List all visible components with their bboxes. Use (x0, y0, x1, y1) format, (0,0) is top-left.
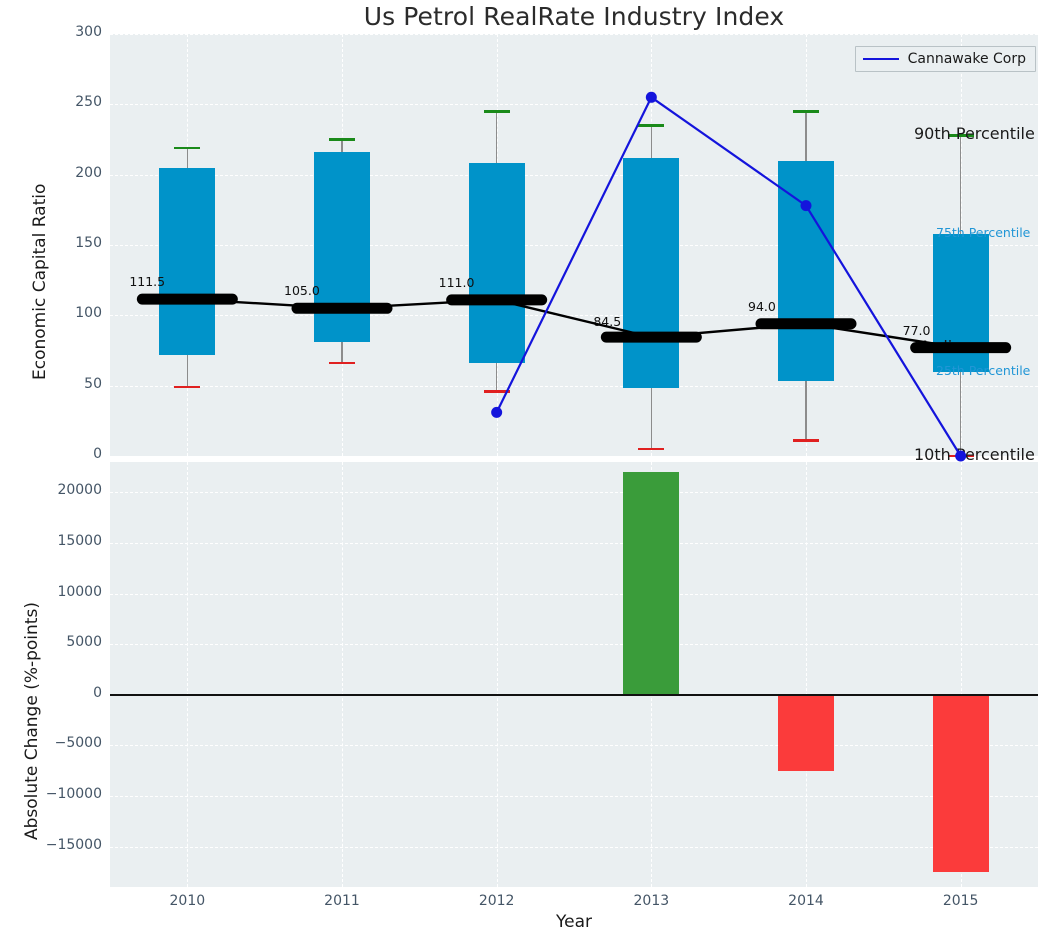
y-axis-label-top: Economic Capital Ratio (30, 183, 50, 380)
median-value-label: 94.0 (748, 298, 776, 314)
gridline (187, 462, 189, 887)
y-tick-label: 150 (75, 235, 102, 251)
bar-2015 (932, 694, 989, 872)
median-value-label: 111.0 (438, 274, 475, 290)
y-tick-label: −15000 (45, 836, 102, 853)
p10-cap (483, 389, 510, 393)
iqr-box (159, 167, 216, 355)
y-tick-label: −5000 (54, 735, 102, 752)
gridline (342, 462, 343, 887)
iqr-box (314, 152, 370, 343)
legend-label-cannawake: Cannawake Corp (907, 51, 1026, 67)
p90-cap (638, 124, 665, 127)
y-tick-label: 5000 (66, 634, 102, 651)
median-value-label: 111.5 (129, 274, 166, 290)
annotation-median: Median (914, 336, 973, 356)
gridline (110, 644, 1038, 646)
gridline (110, 492, 1038, 494)
gridline (110, 174, 1038, 176)
gridline (110, 542, 1038, 544)
gridline (110, 385, 1038, 387)
gridline (110, 104, 1038, 106)
gridline (110, 456, 1038, 457)
iqr-box (468, 163, 525, 364)
p90-cap (793, 110, 819, 113)
median-value-label: 84.5 (593, 314, 622, 330)
bar-2013 (623, 472, 680, 695)
gridline (110, 34, 1038, 35)
iqr-box (778, 160, 834, 382)
gridline (110, 745, 1038, 747)
annotation-75th-percentile: 75th Percentile (936, 224, 1031, 240)
y-tick-label: 50 (84, 375, 102, 392)
y-tick-label: 200 (75, 164, 102, 181)
p10-cap (329, 361, 355, 365)
gridline (110, 593, 1038, 595)
gridline (110, 315, 1038, 317)
page-title: Us Petrol RealRate Industry Index (363, 2, 785, 31)
gridline (110, 795, 1038, 797)
y-tick-label: −10000 (45, 785, 102, 802)
gridline (110, 846, 1038, 848)
median-value-label: 77.0 (902, 322, 931, 338)
x-tick-label: 2014 (788, 893, 824, 909)
p90-cap (174, 146, 201, 150)
gridline (496, 462, 498, 887)
y-tick-label: 0 (93, 446, 102, 462)
annotation-25th-percentile: 25th Percentile (936, 362, 1031, 378)
y-tick-label: 300 (75, 24, 102, 40)
y-tick-label: 20000 (57, 482, 102, 499)
bar-2014 (778, 694, 834, 771)
iqr-box (623, 157, 680, 389)
y-tick-label: 250 (75, 94, 102, 111)
x-tick-label: 2015 (942, 893, 979, 909)
p90-cap (483, 110, 510, 113)
median-value-label: 105.0 (284, 283, 320, 299)
barchart-axes (110, 462, 1038, 887)
p10-cap (638, 447, 665, 451)
y-tick-label: 10000 (57, 583, 102, 600)
y-tick-label: 100 (75, 305, 102, 322)
p10-cap (174, 385, 201, 389)
x-tick-label: 2011 (324, 893, 360, 909)
x-tick-label: 2013 (633, 893, 670, 909)
gridline (960, 462, 962, 887)
p10-cap (793, 439, 819, 442)
x-axis-label: Year (556, 912, 592, 932)
legend-swatch-cannawake (862, 58, 899, 60)
gridline (806, 462, 807, 887)
y-tick-label: 0 (93, 684, 102, 701)
zero-line (110, 693, 1038, 696)
gridline (110, 245, 1038, 246)
p90-cap (329, 138, 355, 141)
x-tick-label: 2012 (478, 893, 515, 909)
y-tick-label: 15000 (57, 532, 102, 549)
x-tick-label: 2010 (169, 893, 206, 909)
annotation-90th-percentile: 90th Percentile (914, 124, 1035, 144)
legend[interactable]: Cannawake Corp (854, 46, 1036, 72)
